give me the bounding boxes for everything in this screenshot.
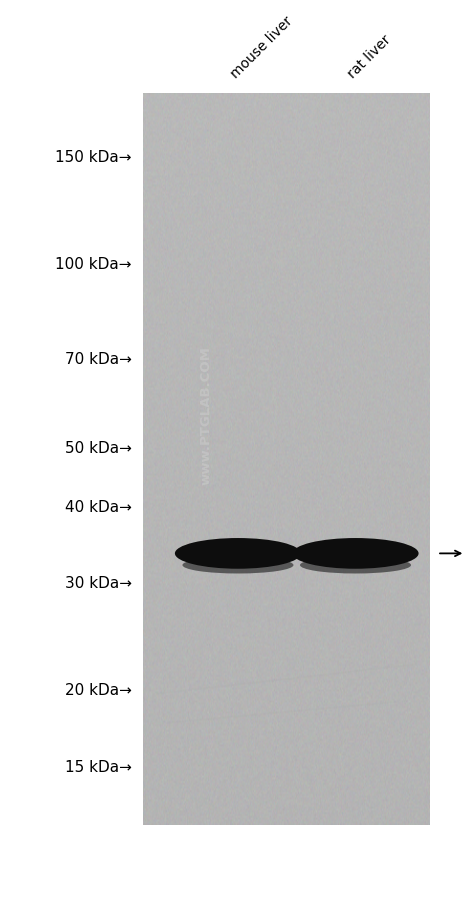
Text: 150 kDa→: 150 kDa→ xyxy=(55,150,132,165)
Text: 40 kDa→: 40 kDa→ xyxy=(65,500,132,514)
Text: 30 kDa→: 30 kDa→ xyxy=(64,575,132,591)
Text: 15 kDa→: 15 kDa→ xyxy=(65,759,132,774)
Text: 50 kDa→: 50 kDa→ xyxy=(65,440,132,456)
Ellipse shape xyxy=(175,538,301,569)
Text: 70 kDa→: 70 kDa→ xyxy=(65,352,132,366)
Ellipse shape xyxy=(182,557,293,574)
Ellipse shape xyxy=(292,538,419,569)
Text: 100 kDa→: 100 kDa→ xyxy=(55,257,132,272)
Text: rat liver: rat liver xyxy=(345,32,394,81)
Text: www.PTGLAB.COM: www.PTGLAB.COM xyxy=(200,345,213,484)
Text: mouse liver: mouse liver xyxy=(228,14,295,81)
Ellipse shape xyxy=(300,557,411,574)
Text: 20 kDa→: 20 kDa→ xyxy=(65,683,132,698)
